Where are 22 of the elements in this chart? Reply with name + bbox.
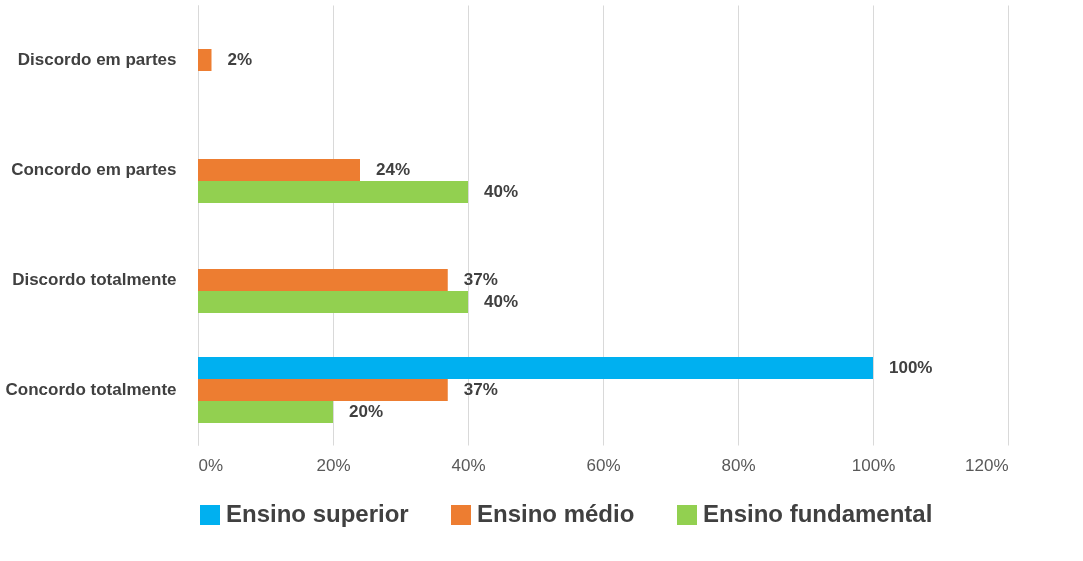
data-label: 40%: [484, 182, 519, 201]
legend-label: Ensino fundamental: [703, 500, 933, 527]
y-tick-label: Discordo em partes: [17, 50, 177, 69]
y-tick-label: Concordo totalmente: [5, 380, 177, 399]
y-tick-label: Discordo totalmente: [12, 270, 177, 289]
x-tick-label: 80%: [721, 455, 756, 475]
data-label: 2%: [227, 50, 253, 69]
x-tick-label: 100%: [851, 455, 896, 475]
data-label: 20%: [349, 402, 384, 421]
data-label: 24%: [376, 160, 411, 179]
legend-label: Ensino superior: [226, 500, 409, 527]
legend-label: Ensino médio: [477, 500, 635, 527]
x-tick-label: 40%: [451, 455, 486, 475]
x-tick-label: 20%: [316, 455, 351, 475]
x-tick-label: 120%: [965, 455, 1009, 475]
data-label: 37%: [463, 380, 498, 399]
data-label: 37%: [463, 270, 498, 289]
data-label: 40%: [484, 292, 519, 311]
y-tick-label: Concordo em partes: [11, 160, 177, 179]
x-tick-label: 60%: [586, 455, 621, 475]
data-label: 100%: [889, 358, 933, 377]
x-tick-label: 0%: [198, 455, 224, 475]
